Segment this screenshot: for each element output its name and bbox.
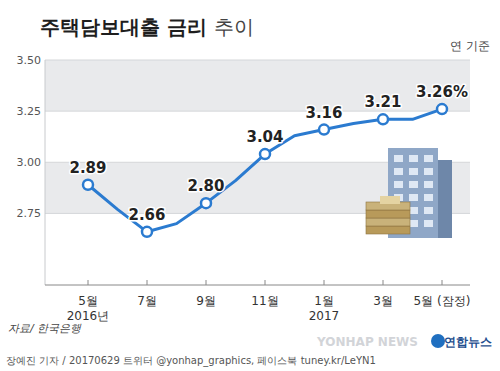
data-label: 3.16: [305, 104, 342, 122]
x-axis-line: [45, 285, 470, 286]
window: [394, 181, 403, 188]
marker: [201, 198, 211, 208]
window: [409, 220, 418, 227]
window: [409, 207, 418, 214]
logo-icon: [431, 334, 445, 348]
x-tick-label-line: 3월: [373, 294, 393, 308]
x-tick-label-line: 5월: [78, 294, 98, 308]
x-tick-label-line: 2017: [309, 309, 340, 323]
x-tick: [88, 280, 89, 285]
y-tick-label: 3.25: [17, 105, 42, 118]
marker: [142, 227, 152, 237]
money-stack: [366, 226, 410, 234]
plot-area: [83, 104, 447, 237]
marker: [378, 114, 388, 124]
x-tick-label-line: 9월: [196, 294, 216, 308]
x-tick-label-line: 11월: [251, 294, 278, 308]
x-tick-label: 3월: [373, 294, 393, 308]
grid-line: [45, 111, 470, 112]
source: 자료/ 한국은행: [8, 322, 82, 335]
marker: [437, 104, 447, 114]
data-label: 2.89: [69, 159, 106, 177]
title-part: 주택담보대출 금리: [40, 15, 214, 39]
x-tick-label: 1월2017: [309, 294, 340, 323]
window: [424, 155, 433, 162]
window: [424, 207, 433, 214]
data-label: 3.04: [246, 128, 283, 146]
money-stack: [366, 210, 410, 218]
data-label: 3.26%: [416, 83, 468, 101]
marker: [319, 125, 329, 135]
grid-band: [45, 60, 470, 111]
window: [409, 155, 418, 162]
x-tick: [442, 280, 443, 285]
marker: [260, 149, 270, 159]
x-tick-label: 5월 (잠정): [414, 294, 471, 308]
window: [409, 194, 418, 201]
x-tick-label-line: 7월: [137, 294, 157, 308]
y-tick-label: 2.75: [17, 207, 42, 220]
building-side: [438, 160, 452, 238]
x-tick-label-line: 1월: [314, 294, 334, 308]
x-tick: [383, 280, 384, 285]
x-tick-label: 5월2016년: [67, 294, 110, 323]
x-tick-label: 11월: [251, 294, 278, 308]
logo: 연합뉴스: [444, 335, 492, 349]
data-label: 2.80: [187, 177, 224, 195]
window: [409, 181, 418, 188]
window: [424, 194, 433, 201]
window: [394, 168, 403, 175]
x-tick-label-line: 5월 (잠정): [414, 294, 471, 308]
money-stack: [366, 218, 410, 226]
watermark: YONHAP NEWS: [316, 335, 418, 349]
window: [424, 181, 433, 188]
window: [394, 155, 403, 162]
title: 주택담보대출 금리 추이: [40, 15, 254, 39]
grid-line: [45, 60, 470, 61]
unit-note: 연 기준: [450, 39, 490, 53]
data-label: 2.66: [128, 206, 165, 224]
x-tick-label: 9월: [196, 294, 216, 308]
x-tick: [324, 280, 325, 285]
marker: [83, 180, 93, 190]
y-tick-label: 3.00: [17, 156, 42, 169]
title-part: 추이: [214, 15, 254, 39]
data-label: 3.21: [364, 93, 401, 111]
window: [424, 220, 433, 227]
chart: 주택담보대출 금리 추이연 기준 2.75 3.00 3.25 3.50 2.89 2.66…: [0, 0, 500, 371]
money-icon: [366, 196, 410, 234]
window: [424, 168, 433, 175]
x-tick-label-line: 2016년: [67, 309, 110, 323]
y-axis-line: [45, 60, 46, 285]
y-tick-label: 3.50: [17, 54, 42, 67]
line: [88, 109, 442, 232]
window: [409, 168, 418, 175]
x-tick-label: 7월: [137, 294, 157, 308]
x-tick: [265, 280, 266, 285]
credit: 장예진 기자 / 20170629 트위터 @yonhap_graphics, …: [6, 355, 376, 367]
money-band: [380, 196, 400, 204]
x-tick: [147, 280, 148, 285]
x-tick: [206, 280, 207, 285]
